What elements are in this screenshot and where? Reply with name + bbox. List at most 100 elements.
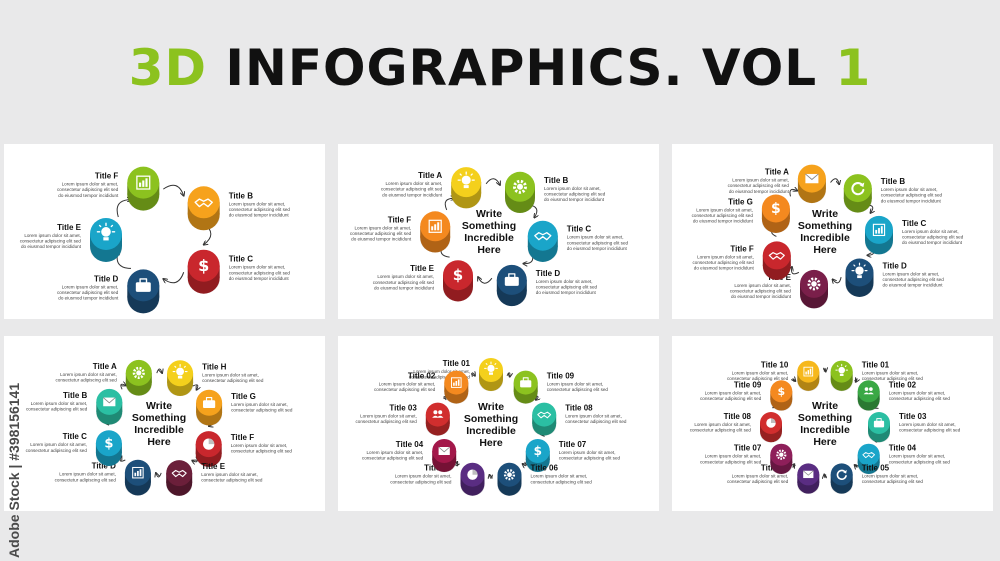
step-description: consectetur adipiscing elit sed: [565, 419, 627, 424]
step-title: Title 07: [559, 440, 587, 449]
step-description: consectetur adipiscing elit sed: [57, 187, 119, 192]
step-cylinder: [496, 264, 527, 307]
flow-arrow: [120, 384, 126, 390]
users-icon: [863, 387, 874, 395]
step-description: Lorem ipsum dolor sit amet,: [24, 233, 81, 238]
step-description: consectetur adipiscing elit sed: [229, 270, 291, 275]
step-description: consectetur adipiscing elit sed: [693, 260, 755, 265]
step-title: Title D: [92, 462, 117, 471]
center-caption: Here: [813, 244, 837, 256]
bulb-icon: [835, 363, 849, 376]
step-cylinder: [451, 167, 482, 209]
step-description: Lorem ipsum dolor sit amet,: [705, 390, 762, 395]
chart-icon: [803, 366, 814, 377]
svg-text:$: $: [771, 201, 781, 217]
step-description: Lorem ipsum dolor sit amet,: [697, 254, 754, 259]
briefcase-icon: [203, 397, 216, 409]
step-description: do eiusmod tempor incididunt: [693, 219, 754, 224]
step-description: consectetur adipiscing elit sed: [889, 396, 951, 401]
step-description: Lorem ipsum dolor sit amet,: [229, 201, 286, 206]
dollar-icon: $: [771, 201, 781, 217]
step-description: consectetur adipiscing elit sed: [730, 289, 792, 294]
step-title: Title C: [229, 255, 254, 264]
step-description: consectetur adipiscing elit sed: [899, 428, 961, 433]
step-description: consectetur adipiscing elit sed: [390, 479, 452, 484]
step-description: consectetur adipiscing elit sed: [690, 428, 752, 433]
step-title: Title 08: [724, 412, 752, 421]
briefcase-icon: [873, 418, 885, 428]
step-cylinder: [125, 359, 152, 396]
chart-icon: [428, 219, 442, 233]
svg-text:$: $: [198, 256, 209, 275]
center-caption: Here: [813, 436, 837, 448]
step-description: do eiusmod tempor incididunt: [902, 240, 963, 245]
step-cylinder: $: [761, 194, 790, 233]
center-caption: Incredible: [464, 232, 514, 244]
step-title: Title 04: [889, 444, 917, 453]
step-description: Lorem ipsum dolor sit amet,: [862, 473, 919, 478]
step-description: Lorem ipsum dolor sit amet,: [395, 474, 452, 479]
flow-arrow: [854, 379, 858, 382]
center-caption: Write: [478, 401, 504, 413]
headline-infographics: INFOGRAPHICS. VOL: [225, 39, 818, 97]
step-description: consectetur adipiscing elit sed: [881, 193, 943, 198]
step-description: consectetur adipiscing elit sed: [883, 277, 945, 282]
step-title: Title H: [202, 362, 227, 371]
handshake-icon: [768, 252, 785, 260]
step-description: do eiusmod tempor incididunt: [374, 285, 435, 290]
step-cylinder: $: [95, 430, 122, 466]
step-description: Lorem ipsum dolor sit amet,: [62, 182, 119, 187]
step-cylinder: [845, 258, 874, 297]
step-cylinder: [460, 462, 485, 496]
step-description: do eiusmod tempor incididunt: [382, 192, 443, 197]
step-description: Lorem ipsum dolor sit amet,: [881, 187, 938, 192]
dollar-icon: $: [104, 437, 113, 452]
step-description: Lorem ipsum dolor sit amet,: [902, 229, 959, 234]
dollar-icon: $: [198, 256, 209, 275]
step-description: consectetur adipiscing elit sed: [700, 459, 762, 464]
step-description: Lorem ipsum dolor sit amet,: [377, 274, 434, 279]
step-cylinder: [505, 171, 535, 214]
step-title: Title E: [410, 264, 435, 273]
center-caption: Here: [477, 244, 501, 256]
step-title: Title 10: [761, 361, 789, 370]
step-description: do eiusmod tempor incididunt: [567, 246, 628, 251]
chart-icon: [872, 223, 886, 237]
gear-icon: [807, 277, 821, 291]
step-description: Lorem ipsum dolor sit amet,: [547, 382, 604, 387]
svg-text:$: $: [104, 437, 113, 452]
step-cylinder: [167, 360, 194, 397]
step-cylinder: [532, 402, 557, 436]
center-caption: Something: [464, 413, 518, 425]
step-description: Lorem ipsum dolor sit amet,: [231, 443, 288, 448]
step-cylinder: [425, 402, 450, 436]
refresh-icon: [851, 182, 865, 196]
step-description: Lorem ipsum dolor sit amet,: [559, 450, 616, 455]
stock-watermark: Adobe Stock | #398156141: [6, 338, 24, 558]
flow-arrow: [490, 475, 493, 479]
step-cylinder: [166, 460, 193, 496]
step-description: Lorem ipsum dolor sit amet,: [367, 450, 424, 455]
step-cylinder: [432, 439, 457, 473]
step-description: Lorem ipsum dolor sit amet,: [732, 371, 789, 376]
step-description: consectetur adipiscing elit sed: [56, 378, 118, 383]
briefcase-icon: [135, 278, 151, 292]
step-description: consectetur adipiscing elit sed: [700, 396, 762, 401]
handshake-icon: [862, 452, 876, 459]
center-caption: Something: [462, 220, 516, 232]
step-description: do eiusmod tempor incididunt: [694, 266, 755, 271]
step-title: Title B: [229, 191, 254, 200]
handshake-icon: [534, 232, 552, 241]
step-description: Lorem ipsum dolor sit amet,: [862, 371, 919, 376]
flow-arrow: [456, 462, 460, 466]
flow-arrow: [791, 267, 800, 275]
step-title: Title 01: [443, 359, 471, 368]
step-description: Lorem ipsum dolor sit amet,: [413, 369, 470, 374]
step-title: Title D: [536, 269, 561, 278]
gear-icon: [503, 469, 516, 481]
step-description: Lorem ipsum dolor sit amet,: [567, 235, 624, 240]
step-description: consectetur adipiscing elit sed: [57, 290, 119, 295]
